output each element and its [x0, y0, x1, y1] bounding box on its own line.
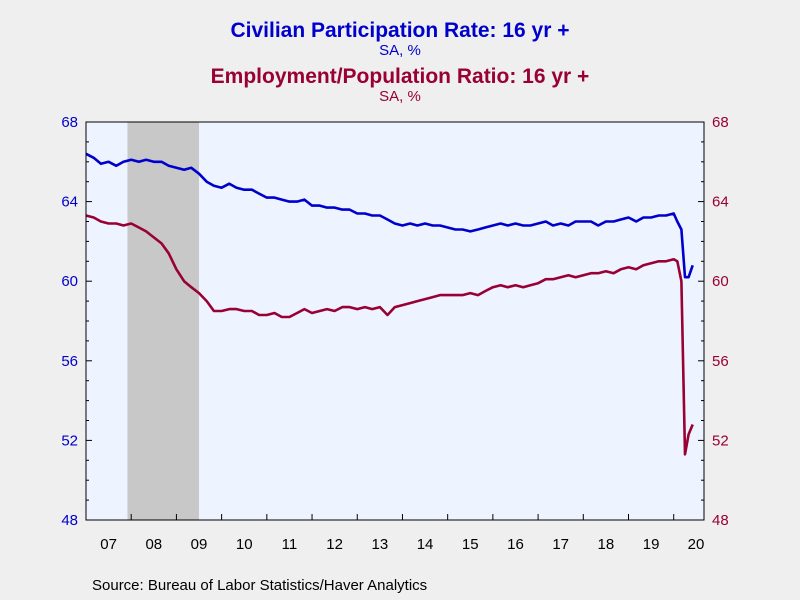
chart-title-participation: Civilian Participation Rate: 16 yr +: [230, 19, 570, 42]
x-tick-label: 07: [100, 536, 117, 553]
recession-shading: [127, 122, 200, 520]
y-right-tick-label: 68: [712, 114, 729, 131]
y-left-tick-label: 60: [61, 273, 78, 290]
plot-border: [85, 121, 705, 521]
y-left-tick-label: 48: [61, 512, 78, 529]
x-tick-label: 09: [191, 536, 208, 553]
y-left-tick-label: 64: [61, 194, 78, 211]
y-left-tick-label: 56: [61, 353, 78, 370]
x-tick-label: 12: [326, 536, 343, 553]
y-right-tick-label: 56: [712, 353, 729, 370]
x-tick-label: 15: [462, 536, 479, 553]
x-tick-label: 20: [688, 536, 705, 553]
series-participation-rate-line: [85, 152, 694, 279]
x-tick-label: 10: [236, 536, 253, 553]
y-right-tick-label: 64: [712, 194, 729, 211]
y-left-tick-label: 52: [61, 432, 78, 449]
y-right-tick-label: 48: [712, 512, 729, 529]
chart-subtitle-employment: SA, %: [379, 88, 421, 105]
x-tick-label: 14: [417, 536, 434, 553]
y-right-tick-label: 60: [712, 273, 729, 290]
x-tick-label: 18: [598, 536, 615, 553]
series-employment-ratio-line: [85, 214, 694, 456]
x-tick-label: 17: [552, 536, 569, 553]
x-tick-label: 11: [282, 536, 298, 553]
y-left-tick-label: 68: [61, 114, 78, 131]
source-note: Source: Bureau of Labor Statistics/Haver…: [92, 577, 428, 594]
x-tick-label: 08: [145, 536, 162, 553]
y-right-tick-label: 52: [712, 432, 729, 449]
chart-title-employment: Employment/Population Ratio: 16 yr +: [210, 65, 590, 88]
x-tick-label: 13: [372, 536, 389, 553]
x-tick-label: 16: [507, 536, 524, 553]
chart-subtitle-participation: SA, %: [379, 42, 421, 59]
x-tick-label: 19: [643, 536, 660, 553]
